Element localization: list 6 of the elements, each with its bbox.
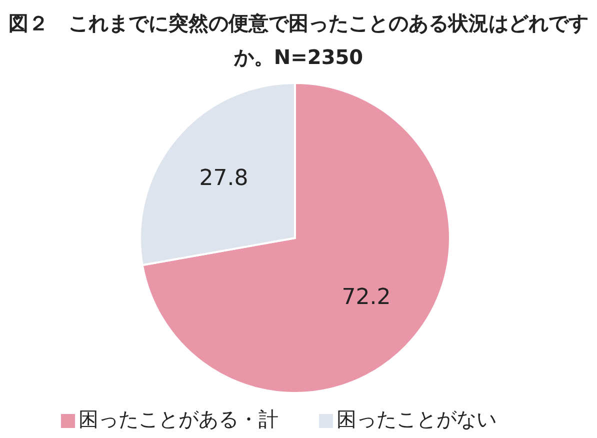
legend-label: 困ったことがない <box>336 407 496 431</box>
data-label: 27.8 <box>199 166 248 191</box>
legend-label: 困ったことがある・計 <box>78 407 278 431</box>
pie-slice <box>141 82 451 394</box>
chart-title: 図２ これまでに突然の便意で困ったことのある状況はどれですか。N=2350 <box>8 10 588 71</box>
data-label: 72.2 <box>342 285 391 310</box>
